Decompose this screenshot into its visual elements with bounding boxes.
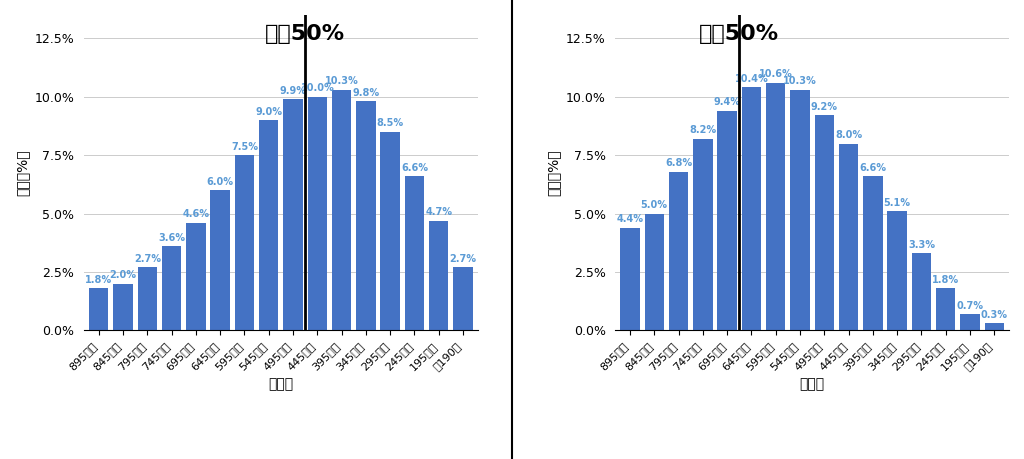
Bar bbox=[911, 253, 931, 330]
Text: 0.7%: 0.7% bbox=[956, 301, 983, 311]
Text: 9.0%: 9.0% bbox=[255, 106, 283, 117]
Text: 2.7%: 2.7% bbox=[134, 254, 161, 264]
Bar bbox=[936, 288, 955, 330]
Text: 10.6%: 10.6% bbox=[759, 69, 793, 79]
Bar bbox=[839, 144, 858, 330]
Bar bbox=[984, 324, 1004, 330]
Text: 9.2%: 9.2% bbox=[811, 102, 838, 112]
Text: 8.5%: 8.5% bbox=[377, 118, 403, 129]
X-axis label: スコア: スコア bbox=[800, 377, 824, 391]
Text: 8.0%: 8.0% bbox=[835, 130, 862, 140]
Bar bbox=[356, 101, 376, 330]
Bar bbox=[259, 120, 279, 330]
Bar bbox=[404, 176, 424, 330]
Text: 5.1%: 5.1% bbox=[884, 198, 910, 208]
Bar bbox=[211, 190, 230, 330]
Bar bbox=[381, 132, 400, 330]
Bar bbox=[741, 88, 761, 330]
Text: 3.3%: 3.3% bbox=[908, 240, 935, 250]
Text: 0.3%: 0.3% bbox=[981, 310, 1008, 320]
Bar bbox=[332, 90, 351, 330]
Bar bbox=[621, 228, 640, 330]
Text: 4.7%: 4.7% bbox=[425, 207, 453, 217]
Text: 4.4%: 4.4% bbox=[616, 214, 643, 224]
Bar bbox=[814, 116, 834, 330]
Bar bbox=[718, 111, 737, 330]
Bar bbox=[791, 90, 810, 330]
Y-axis label: 割合（%）: 割合（%） bbox=[15, 150, 29, 196]
Text: 3.6%: 3.6% bbox=[158, 233, 185, 243]
Text: 4.6%: 4.6% bbox=[182, 209, 209, 219]
Text: 上位50%: 上位50% bbox=[265, 24, 345, 45]
Bar bbox=[284, 99, 303, 330]
Text: 9.4%: 9.4% bbox=[714, 97, 740, 107]
Text: 10.0%: 10.0% bbox=[300, 83, 334, 93]
Bar bbox=[961, 314, 980, 330]
Bar bbox=[114, 284, 133, 330]
X-axis label: スコア: スコア bbox=[268, 377, 294, 391]
Text: 6.0%: 6.0% bbox=[207, 177, 233, 187]
Text: 上位50%: 上位50% bbox=[699, 24, 779, 45]
Y-axis label: 割合（%）: 割合（%） bbox=[546, 150, 560, 196]
Bar bbox=[766, 83, 785, 330]
Bar bbox=[186, 223, 206, 330]
Bar bbox=[307, 97, 327, 330]
Bar bbox=[669, 172, 688, 330]
Text: 6.6%: 6.6% bbox=[859, 163, 887, 173]
Text: 10.4%: 10.4% bbox=[734, 74, 768, 84]
Text: 10.3%: 10.3% bbox=[783, 76, 817, 86]
Text: 2.7%: 2.7% bbox=[450, 254, 476, 264]
Text: 7.5%: 7.5% bbox=[231, 142, 258, 152]
Text: 8.2%: 8.2% bbox=[689, 125, 717, 135]
Text: 1.8%: 1.8% bbox=[85, 275, 113, 285]
Bar bbox=[234, 155, 254, 330]
Text: 2.0%: 2.0% bbox=[110, 270, 136, 280]
Bar bbox=[863, 176, 883, 330]
Text: 9.9%: 9.9% bbox=[280, 86, 306, 95]
Text: 10.3%: 10.3% bbox=[325, 76, 358, 86]
Text: 5.0%: 5.0% bbox=[641, 200, 668, 210]
Bar bbox=[429, 221, 449, 330]
Bar bbox=[693, 139, 713, 330]
Bar bbox=[888, 211, 907, 330]
Bar bbox=[162, 246, 181, 330]
Bar bbox=[644, 213, 664, 330]
Text: 6.6%: 6.6% bbox=[401, 163, 428, 173]
Text: 1.8%: 1.8% bbox=[932, 275, 959, 285]
Text: 6.8%: 6.8% bbox=[665, 158, 692, 168]
Bar bbox=[454, 268, 473, 330]
Bar bbox=[89, 288, 109, 330]
Text: 9.8%: 9.8% bbox=[352, 88, 380, 98]
Bar bbox=[137, 268, 157, 330]
